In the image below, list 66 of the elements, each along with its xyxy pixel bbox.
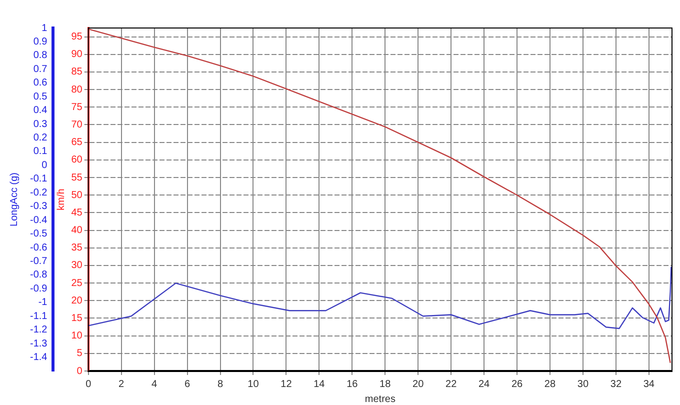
- x-tick-label: 24: [478, 378, 490, 390]
- y2-tick-label: 0.3: [33, 118, 48, 130]
- y2-tick-label: -0.6: [30, 242, 48, 254]
- x-tick-label: 28: [544, 378, 556, 390]
- y2-tick-label: -0.4: [30, 214, 48, 226]
- y2-tick-label: 0.6: [33, 78, 48, 89]
- y-tick-label: 25: [71, 278, 83, 289]
- y-tick-label: 50: [71, 190, 83, 201]
- y-tick-label: 40: [71, 225, 83, 236]
- x-tick-label: 4: [152, 378, 158, 390]
- y2-tick-label: -1.4: [30, 352, 48, 364]
- y-tick-label: 55: [71, 172, 83, 184]
- y2-tick-label: -1.3: [30, 338, 48, 350]
- y-tick-label: 5: [76, 348, 83, 360]
- y2-tick-label: -0.9: [30, 283, 48, 294]
- x-tick-label: 18: [380, 378, 392, 390]
- y2-tick-label: 0.8: [33, 50, 48, 62]
- y-tick-label: 45: [71, 207, 83, 218]
- y-tick-label: 20: [71, 295, 83, 306]
- x-tick-label: 2: [118, 378, 125, 390]
- y-tick-label: 35: [71, 242, 83, 254]
- y-tick-label: 15: [71, 312, 83, 324]
- y2-tick-label: 0.7: [33, 64, 48, 75]
- y-axis-title: km/h: [56, 188, 67, 210]
- x-tick-label: 0: [86, 378, 92, 390]
- y-tick-label: 60: [71, 154, 83, 166]
- y2-tick-label: 0.5: [33, 91, 48, 102]
- y-tick-label: 90: [71, 49, 83, 60]
- y2-tick-label: -1.2: [30, 324, 48, 336]
- y2-tick-label: 0.1: [33, 146, 48, 158]
- y-tick-label: 80: [71, 84, 83, 96]
- y2-tick-label: -0.3: [30, 201, 48, 212]
- y-tick-label: 30: [71, 260, 83, 272]
- y2-tick-label: 1: [42, 22, 48, 34]
- x-tick-label: 22: [446, 378, 458, 390]
- y2-tick-label: -0.2: [30, 187, 48, 198]
- x-tick-label: 26: [511, 378, 524, 390]
- x-tick-label: 14: [314, 378, 326, 390]
- x-tick-label: 6: [184, 378, 190, 390]
- y2-axis-title: LongAcc (g): [8, 172, 20, 226]
- y2-tick-label: -0.7: [30, 256, 48, 267]
- y-tick-label: 10: [71, 330, 83, 342]
- x-tick-label: 34: [643, 378, 655, 390]
- y2-tick-label: -0.5: [30, 228, 48, 240]
- y2-tick-label: -1: [38, 297, 48, 308]
- x-axis-title: metres: [364, 394, 396, 405]
- y-tick-label: 65: [71, 137, 83, 148]
- y-tick-label: 95: [71, 32, 83, 43]
- y2-tick-label: 0.2: [33, 132, 48, 144]
- y-tick-label: 0: [76, 366, 83, 377]
- y2-tick-label: 0: [42, 160, 48, 171]
- y2-tick-label: -0.1: [30, 174, 48, 185]
- x-tick-label: 10: [248, 378, 260, 390]
- y2-tick-label: -1.1: [30, 310, 48, 322]
- y-tick-label: 75: [71, 102, 83, 113]
- y2-tick-label: 0.9: [33, 36, 48, 48]
- x-tick-label: 12: [280, 378, 292, 390]
- x-tick-label: 32: [610, 378, 622, 390]
- x-tick-label: 30: [577, 378, 589, 390]
- y-tick-label: 85: [71, 66, 83, 78]
- y-tick-label: 70: [71, 119, 83, 130]
- x-tick-label: 8: [217, 378, 224, 390]
- x-tick-label: 20: [412, 378, 424, 390]
- x-tick-label: 16: [346, 378, 358, 390]
- y2-tick-label: -0.8: [30, 270, 48, 281]
- y2-tick-label: 0.4: [33, 105, 48, 116]
